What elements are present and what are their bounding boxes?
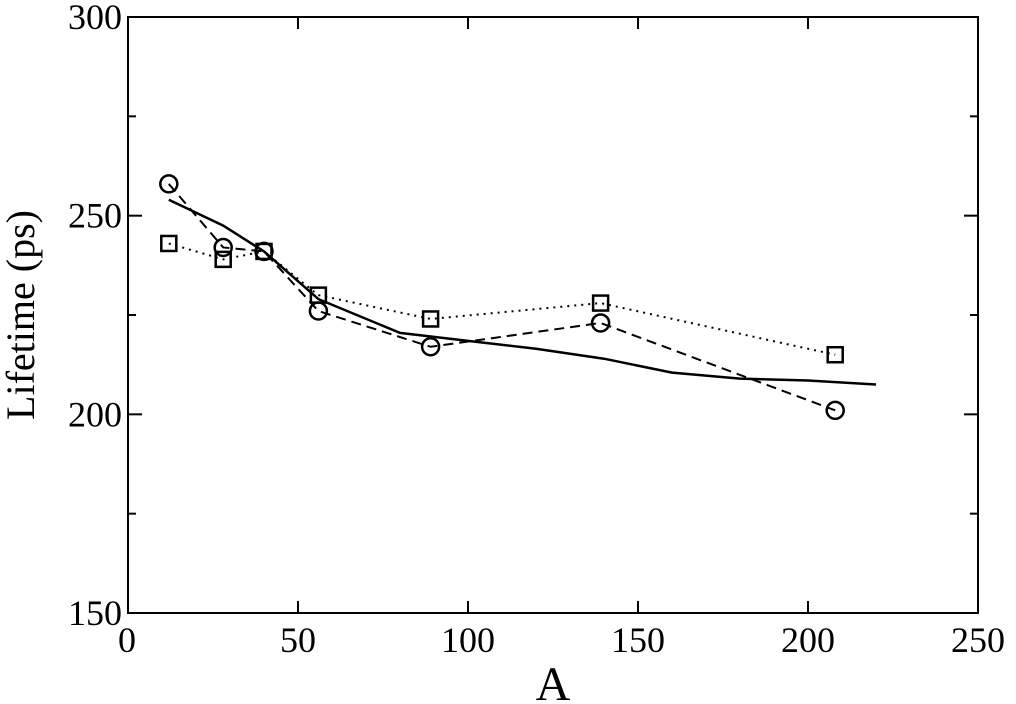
data-point-circle [213, 237, 233, 258]
series-line [168, 183, 836, 412]
data-point-square [160, 234, 178, 253]
data-point-circle [420, 337, 441, 357]
y-tick-labels: 150 200 250 300 [68, 0, 122, 633]
data-point-circle [590, 313, 611, 333]
plot-frame [127, 16, 979, 614]
series-layer [159, 174, 877, 421]
data-point-square [255, 242, 273, 261]
series-line [168, 242, 836, 356]
series-0 [168, 198, 877, 386]
y-tick-label: 200 [68, 394, 122, 434]
data-point-circle [308, 301, 329, 321]
data-point-circle [159, 174, 179, 194]
data-point-square [591, 294, 610, 312]
data-point-square [214, 250, 232, 269]
x-axis-label: A [536, 658, 571, 704]
data-point-square [309, 286, 328, 304]
data-point-square [421, 310, 440, 328]
x-tick-label: 150 [611, 620, 665, 660]
x-tick-label: 250 [951, 620, 1005, 660]
x-tick-label: 50 [280, 620, 316, 660]
data-point-circle [825, 400, 845, 421]
y-axis-label: Lifetime (ps) [0, 210, 43, 420]
y-tick-label: 150 [68, 593, 122, 633]
y-tick-label: 250 [68, 196, 122, 236]
axis-ticks [127, 16, 979, 614]
x-tick-label: 100 [441, 620, 495, 660]
y-tick-label: 300 [68, 0, 122, 37]
x-tick-label: 0 [118, 620, 136, 660]
series-line [168, 198, 877, 386]
series-1 [159, 174, 845, 421]
series-2 [160, 234, 844, 364]
x-tick-label: 200 [781, 620, 835, 660]
x-tick-labels: 0 50 100 150 200 250 [118, 620, 1005, 660]
data-point-square [826, 345, 844, 364]
